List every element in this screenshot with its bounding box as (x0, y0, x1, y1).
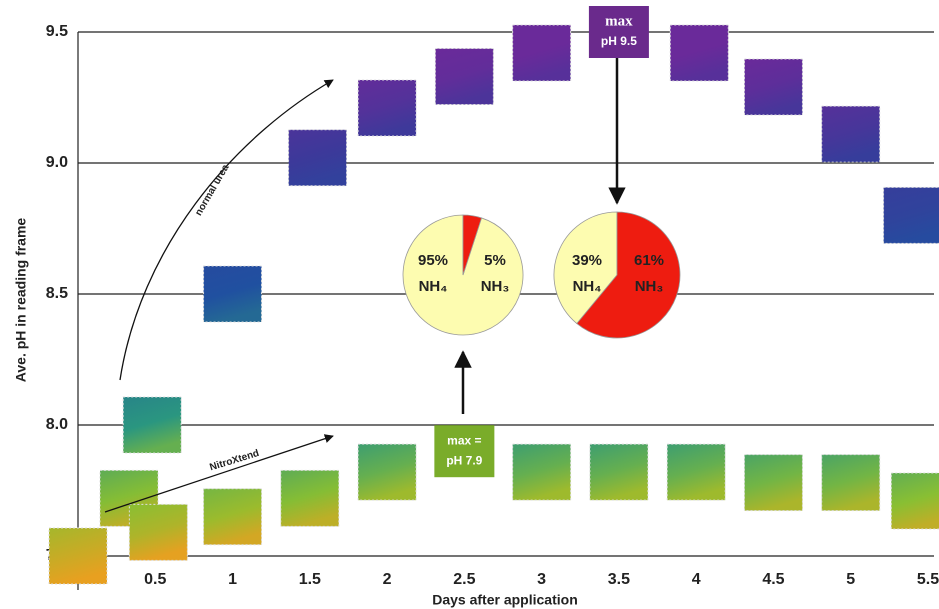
x-tick-label: 1 (228, 571, 237, 588)
image-tile (513, 444, 571, 500)
x-tick-label: 3.5 (608, 571, 630, 588)
x-tick-label: 2.5 (453, 571, 475, 588)
pies: 95% NH₄ 5% NH₃ 39% NH₄ 61% NH₃ (403, 212, 680, 338)
urea-arrow (120, 80, 333, 380)
series-label: normal urea (193, 162, 231, 217)
chart: 7.58.08.59.09.500.511.522.533.544.555.5 … (0, 0, 939, 609)
x-tick-label: 4.5 (762, 571, 784, 588)
category-label: NH₄ (419, 278, 448, 295)
series-label: NitroXtend (208, 448, 260, 473)
y-tick-label: 9.0 (46, 154, 68, 171)
image-tile (204, 266, 262, 322)
x-tick-label: 1.5 (299, 571, 321, 588)
x-tick-label: 2 (383, 571, 392, 588)
value-label: 61% (634, 252, 664, 269)
x-axis-title: Days after application (432, 592, 578, 608)
image-tile (358, 80, 416, 136)
category-label: NH₃ (635, 278, 664, 295)
x-tick-label: 0.5 (144, 571, 166, 588)
image-tile (289, 130, 347, 186)
image-tile (822, 106, 880, 162)
image-tile (358, 444, 416, 500)
image-tile (590, 444, 648, 500)
x-tick-label: 5.5 (917, 571, 939, 588)
y-axis-title: Ave. pH in reading frame (13, 218, 29, 383)
image-tile (513, 25, 571, 81)
image-tile (744, 59, 802, 115)
x-tick-label: 3 (537, 571, 546, 588)
value-label: 5% (484, 252, 506, 269)
category-label: NH₃ (481, 278, 510, 295)
annotation: pH 9.5 (601, 34, 637, 48)
image-tile (667, 444, 725, 500)
image-tile (884, 187, 939, 243)
y-tick-label: 9.5 (46, 23, 68, 40)
image-tile (822, 455, 880, 511)
category-label: NH₄ (573, 278, 602, 295)
y-tick-label: 8.5 (46, 285, 68, 302)
value-label: 95% (418, 252, 448, 269)
y-tick-label: 8.0 (46, 416, 68, 433)
annotation: max (605, 13, 633, 29)
x-tick-label: 5 (846, 571, 855, 588)
image-tile (123, 397, 181, 453)
x-tick-label: 4 (692, 571, 701, 588)
image-tile (670, 25, 728, 81)
image-tile (49, 528, 107, 584)
annotation: pH 7.9 (446, 453, 482, 467)
image-tile (744, 455, 802, 511)
image-tile (129, 504, 187, 560)
image-tile (204, 489, 262, 545)
image-tile (281, 470, 339, 526)
value-label: 39% (572, 252, 602, 269)
image-tile (435, 49, 493, 105)
image-tile (891, 473, 939, 529)
annotation: max = (447, 433, 481, 447)
